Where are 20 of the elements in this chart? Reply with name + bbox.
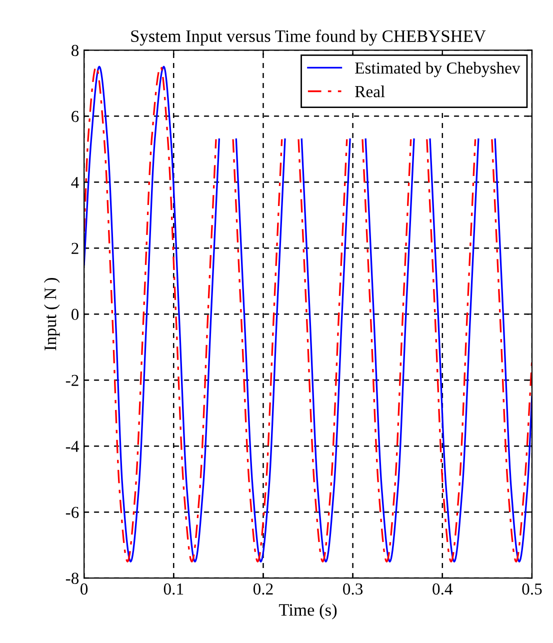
legend-label: Real <box>355 86 385 98</box>
x-tick-label: 0 <box>80 583 88 595</box>
chart-title: System Input versus Time found by CHEBYSHEV <box>131 30 486 46</box>
y-tick-label: 4 <box>71 176 79 188</box>
x-tick-label: 0.1 <box>164 583 184 595</box>
y-tick-label: 2 <box>72 242 78 254</box>
y-tick-label: 0 <box>71 308 79 320</box>
y-axis-title: Input ( N ) <box>44 278 60 350</box>
x-tick-label: 0.5 <box>522 583 542 595</box>
y-tick-label: -6 <box>66 506 79 518</box>
x-tick-label: 0.3 <box>343 583 363 595</box>
y-tick-label: -8 <box>66 572 79 584</box>
x-tick-label: 0.4 <box>432 583 453 595</box>
y-tick-label: 8 <box>71 44 79 56</box>
y-tick-label: 6 <box>72 110 79 122</box>
y-tick-label: -2 <box>66 374 78 386</box>
legend-label: Estimated by Chebyshev <box>355 62 520 78</box>
x-axis-title: Time (s) <box>278 604 337 620</box>
x-tick-label: 0.2 <box>253 583 273 595</box>
y-tick-label: -4 <box>66 440 79 452</box>
